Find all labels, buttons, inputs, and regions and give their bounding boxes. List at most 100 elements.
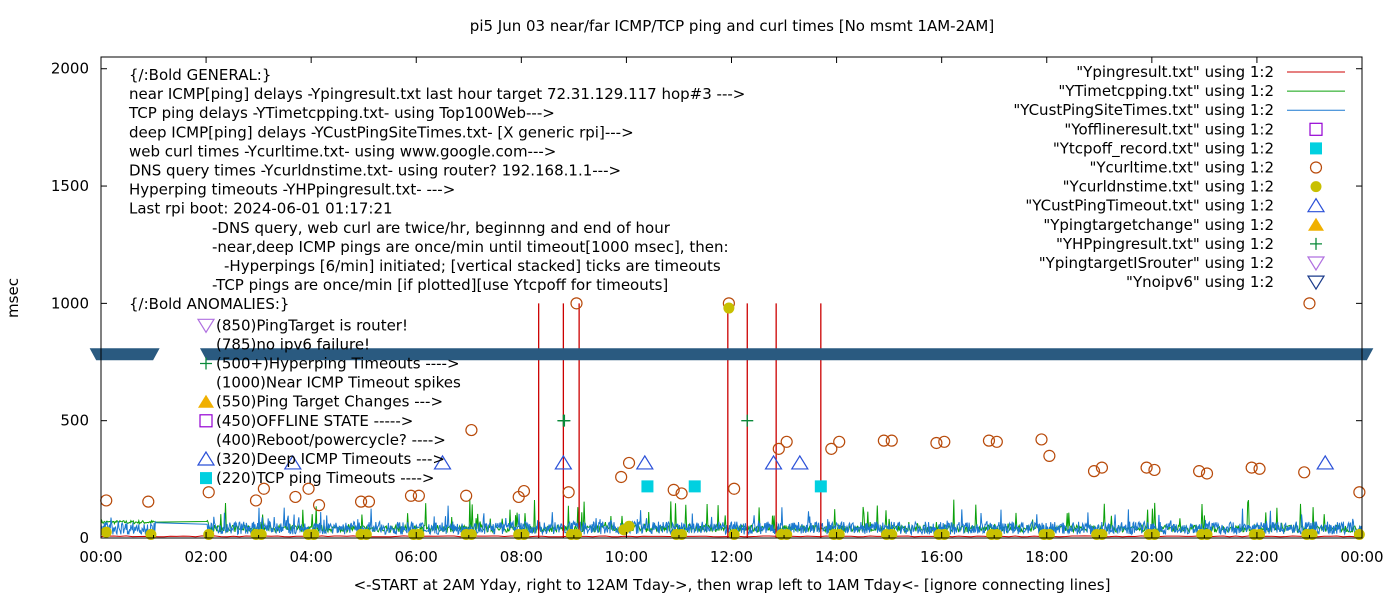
curl-time-point	[728, 482, 741, 495]
curl-time-point	[142, 495, 155, 508]
curl-time-point	[1087, 465, 1101, 478]
legend-symbol	[1306, 256, 1326, 272]
annotation-line: DNS query times -Ycurldnstime.txt- using…	[129, 162, 621, 180]
curl-time-point	[1148, 463, 1161, 477]
annotation-line: near ICMP[ping] delays -Ypingresult.txt …	[129, 85, 745, 103]
legend-label: "Ycurldnstime.txt" using 1:2	[1063, 178, 1274, 196]
curl-time-point	[885, 434, 898, 447]
annotation-line: -TCP pings are once/min [if plotted][use…	[212, 276, 668, 294]
annotation-line: {/:Bold ANOMALIES:}	[129, 295, 289, 313]
annotation-marker	[196, 318, 216, 334]
y-tick-label: 1000	[51, 294, 89, 312]
y-tick-label: 500	[60, 412, 89, 430]
annotation-line: web curl times -Ycurltime.txt- using www…	[129, 142, 556, 160]
curl-time-point	[990, 435, 1003, 448]
annotation-line: (400)Reboot/powercycle? ---->	[216, 431, 446, 449]
curl-time-point	[833, 435, 846, 448]
y-axis-label: msec	[4, 278, 22, 318]
annotation-line: -near,deep ICMP pings are once/min until…	[212, 238, 729, 256]
annotation-line: -DNS query, web curl are twice/hr, begin…	[212, 219, 671, 237]
annotation-line: (850)PingTarget is router!	[216, 316, 408, 334]
legend-label: "YpingtargetISrouter" using 1:2	[1039, 254, 1274, 272]
legend-symbol	[1306, 197, 1326, 213]
curl-time-point	[362, 495, 376, 508]
legend-symbol	[1309, 161, 1323, 174]
curl-time-point	[930, 436, 943, 450]
legend-label: "YCustPingSiteTimes.txt" using 1:2	[1013, 101, 1274, 119]
annotation-line: -Hyperpings [6/min] initiated; [vertical…	[224, 257, 721, 275]
annotation-line: (220)TCP ping Timeouts ---->	[216, 469, 434, 487]
annotation-line: TCP ping delays -YTimetcpping.txt- using…	[128, 104, 555, 122]
x-tick-label: 00:00	[1340, 548, 1383, 566]
legend-symbol	[1309, 122, 1323, 136]
dns-time-point	[100, 526, 112, 538]
curl-time-point	[938, 435, 951, 448]
annotation-line: Hyperping timeouts -YHPpingresult.txt- -…	[129, 181, 455, 199]
annotation-marker	[200, 472, 212, 485]
legend-symbol	[1308, 217, 1324, 231]
annotation-marker	[200, 357, 212, 370]
curl-time-point	[1298, 466, 1311, 479]
tcp-timeout-point	[641, 480, 654, 493]
legend-label: "Ycurltime.txt" using 1:2	[1089, 159, 1274, 177]
deep-icmp-timeout-point	[433, 454, 452, 470]
x-tick-label: 10:00	[605, 548, 648, 566]
legend-symbol	[1310, 142, 1322, 155]
deep-icmp-timeout-point	[283, 454, 302, 470]
x-tick-label: 16:00	[920, 548, 963, 566]
curl-time-point	[877, 434, 890, 447]
annotation-line: {/:Bold GENERAL:}	[129, 66, 271, 84]
x-tick-label: 18:00	[1025, 548, 1068, 566]
curl-time-point	[1253, 462, 1266, 475]
annotation-line: (785)no ipv6 failure!	[216, 335, 370, 353]
deep-icmp-series	[100, 505, 1363, 537]
curl-time-point	[562, 486, 575, 499]
curl-time-point	[1140, 461, 1153, 474]
x-tick-label: 14:00	[815, 548, 858, 566]
curl-time-point	[312, 499, 326, 512]
curl-time-point	[1095, 461, 1109, 474]
curl-time-point	[257, 482, 270, 495]
curl-time-point	[982, 434, 996, 447]
curl-time-point	[615, 470, 628, 484]
curl-time-point	[570, 297, 583, 310]
curl-time-point	[404, 489, 418, 502]
curl-time-point	[1200, 467, 1214, 480]
curl-time-point	[289, 490, 302, 504]
chart-title: pi5 Jun 03 near/far ICMP/TCP ping and cu…	[470, 17, 994, 35]
deep-icmp-timeout-point	[1316, 454, 1335, 470]
annotation-line: (550)Ping Target Changes --->	[216, 393, 443, 411]
legend-label: "YTimetcpping.txt" using 1:2	[1058, 82, 1274, 100]
curl-time-point	[667, 483, 680, 496]
annotation-line: deep ICMP[ping] delays -YCustPingSiteTim…	[129, 123, 634, 141]
annotation-marker	[198, 394, 214, 408]
x-tick-label: 06:00	[395, 548, 438, 566]
axis-layer: 00:00 02:00 04:00 06:00 08:00 10:00 12:00 14:00…	[51, 57, 1384, 566]
noipv6-band-layer	[89, 348, 1374, 361]
noipv6-band	[199, 348, 1374, 361]
x-tick-label: 20:00	[1130, 548, 1173, 566]
deep-icmp-timeout-point	[635, 454, 654, 470]
curl-time-point	[622, 456, 636, 470]
dns-time-point	[623, 520, 635, 532]
legend-label: "Ypingtargetchange" using 1:2	[1043, 216, 1274, 234]
legend-label: "Ynoipv6" using 1:2	[1126, 273, 1274, 291]
x-tick-label: 04:00	[290, 548, 333, 566]
curl-time-point	[1193, 465, 1206, 478]
annotation-block: {/:Bold GENERAL:}near ICMP[ping] delays …	[128, 66, 745, 487]
legend-label: "YHPpingresult.txt" using 1:2	[1056, 235, 1274, 253]
x-axis-label: <-START at 2AM Yday, right to 12AM Tday-…	[354, 576, 1111, 594]
legend-label: "Yofflineresult.txt" using 1:2	[1064, 120, 1274, 138]
curl-time-point	[412, 489, 425, 502]
y-tick-label: 0	[79, 529, 89, 547]
annotation-line: (450)OFFLINE STATE ----->	[216, 412, 413, 430]
curl-time-point	[465, 423, 478, 437]
x-tick-label: 22:00	[1235, 548, 1278, 566]
curl-time-point	[100, 494, 113, 507]
curl-time-point	[1035, 433, 1048, 446]
x-tick-label: 02:00	[184, 548, 227, 566]
curl-time-point	[772, 442, 785, 455]
legend: "Ypingresult.txt" using 1:2"YTimetcpping…	[1013, 63, 1345, 291]
hyperping-timeout-point	[558, 414, 571, 427]
legend-label: "Ypingresult.txt" using 1:2	[1076, 63, 1274, 81]
